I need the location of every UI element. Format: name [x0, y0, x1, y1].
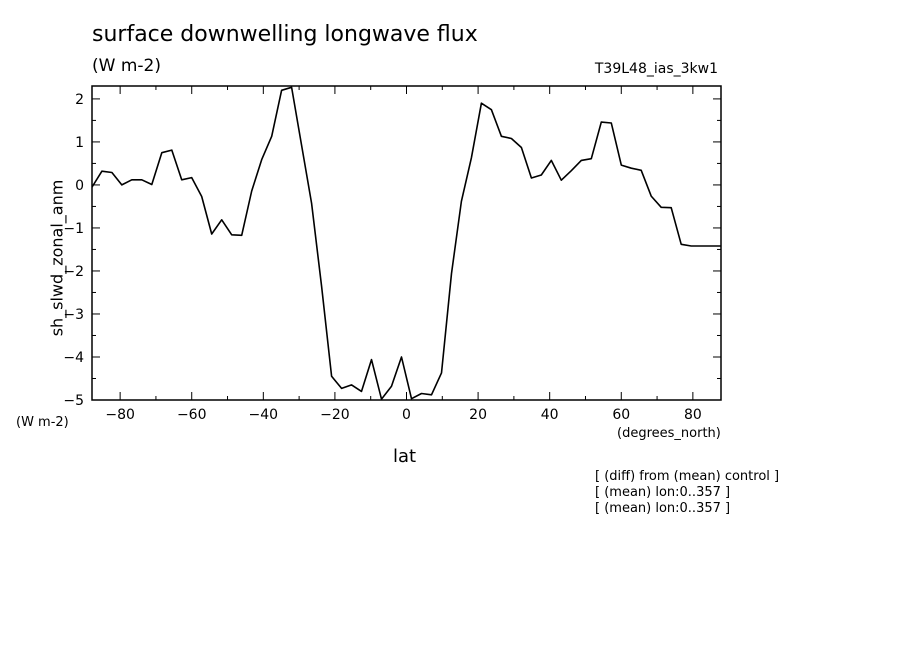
y-tick-label: 1 [75, 135, 84, 151]
chart-title: surface downwelling longwave flux [92, 22, 478, 47]
chart-subtitle: (W m-2) [92, 56, 161, 76]
y-tick-label: 0 [75, 178, 84, 194]
annotation-notes: [ (diff) from (mean) control ] [ (mean) … [595, 469, 779, 517]
x-tick-label: 40 [541, 407, 559, 423]
run-label: T39L48_ias_3kw1 [594, 61, 718, 77]
y-tick-label: −2 [63, 264, 84, 280]
x-tick-label: −40 [249, 407, 279, 423]
note-line: [ (mean) lon:0..357 ] [595, 501, 731, 516]
series-line [92, 86, 721, 400]
y-tick-label: 2 [75, 92, 84, 108]
x-tick-label: 80 [684, 407, 702, 423]
y-axis-units: (W m-2) [16, 415, 69, 430]
x-tick-label: 60 [612, 407, 630, 423]
note-line: [ (mean) lon:0..357 ] [595, 485, 731, 500]
x-tick-label: −80 [105, 407, 135, 423]
note-line: [ (diff) from (mean) control ] [595, 469, 780, 484]
y-tick-label: −4 [63, 350, 84, 366]
y-tick-label: −1 [63, 221, 84, 237]
x-tick-label: −20 [320, 407, 350, 423]
x-axis-label: lat [393, 446, 417, 467]
y-tick-label: −5 [63, 393, 84, 409]
plot-frame [91, 85, 722, 401]
y-tick-label: −3 [63, 307, 84, 323]
x-axis-units: (degrees_north) [617, 426, 721, 441]
x-tick-label: −60 [177, 407, 207, 423]
x-tick-label: 0 [402, 407, 411, 423]
x-tick-label: 20 [469, 407, 487, 423]
